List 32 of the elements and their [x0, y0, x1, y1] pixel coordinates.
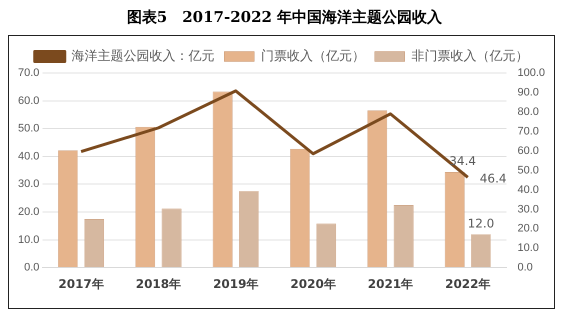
data-label: 46.4: [480, 171, 507, 186]
y2-tick-label: 20.0: [517, 222, 539, 235]
legend-label: 海洋主题公园收入：亿元: [71, 48, 214, 64]
legend-label: 门票收入（亿元）: [260, 48, 365, 64]
y2-tick-label: 50.0: [517, 164, 539, 176]
y-tick-label: 0.0: [24, 262, 40, 274]
y-tick-label: 10.0: [18, 234, 40, 246]
x-tick-label: 2019年: [213, 276, 258, 291]
y-tick-label: 60.0: [18, 94, 40, 107]
y2-tick-label: 0.0: [517, 262, 533, 274]
y2-tick-label: 60.0: [517, 144, 539, 157]
data-label: 34.4: [449, 154, 476, 168]
x-tick-label: 2020年: [290, 276, 336, 291]
y-tick-label: 20.0: [18, 206, 40, 218]
y-tick-label: 30.0: [18, 178, 40, 190]
y-tick-label: 50.0: [18, 122, 40, 135]
y2-tick-label: 10.0: [517, 242, 539, 254]
y2-tick-label: 100.0: [517, 67, 546, 80]
x-tick-label: 2022年: [445, 276, 491, 291]
y2-tick-label: 40.0: [517, 184, 539, 196]
y-tick-label: 70.0: [18, 67, 40, 80]
y2-tick-label: 70.0: [517, 125, 539, 138]
y-tick-label: 40.0: [18, 150, 40, 162]
y2-tick-label: 90.0: [517, 86, 539, 98]
x-tick-label: 2018年: [136, 276, 182, 291]
legend-label: 非门票收入（亿元）: [411, 48, 528, 64]
x-tick-label: 2017年: [58, 276, 104, 291]
x-tick-label: 2021年: [368, 276, 414, 291]
y2-tick-label: 30.0: [517, 203, 539, 216]
chart-title: 图表5 2017-2022 年中国海洋主题公园收入: [126, 8, 444, 27]
data-label: 12.0: [468, 216, 494, 230]
y2-tick-label: 80.0: [517, 106, 539, 118]
